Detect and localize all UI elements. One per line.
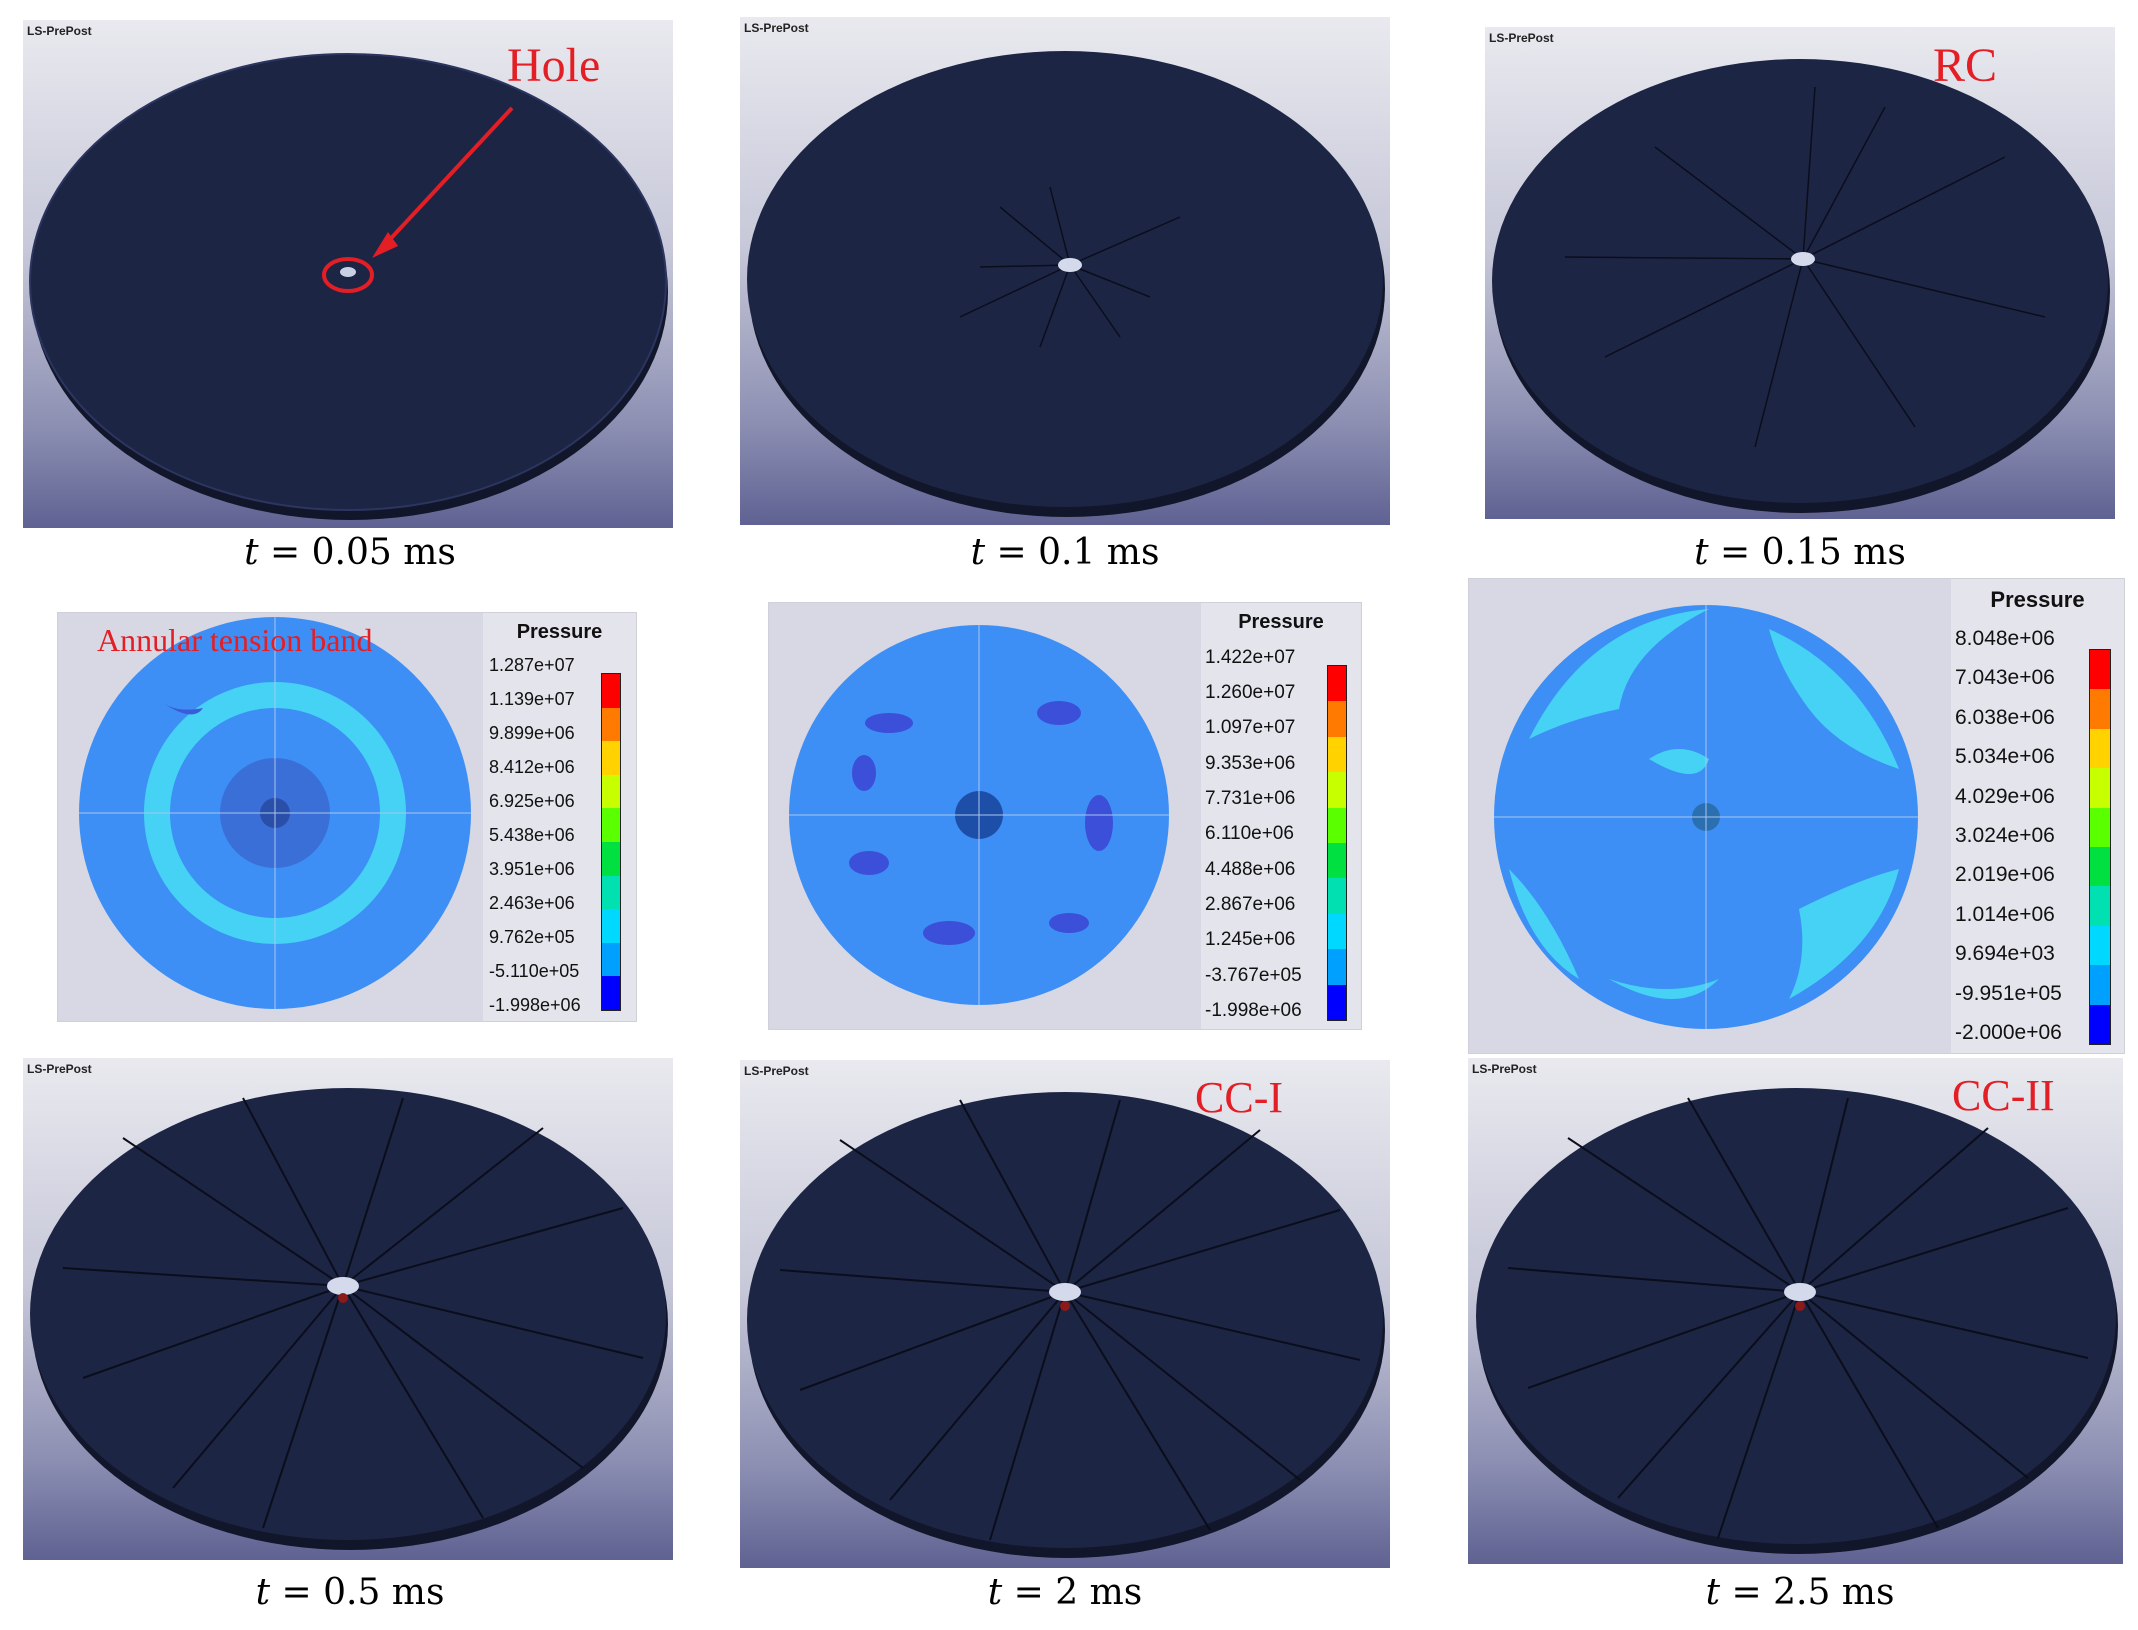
mesh-plate	[1492, 59, 2110, 513]
prepost-tag: LS-PrePost	[27, 1062, 92, 1076]
pressure-contour	[79, 617, 471, 1009]
color-bar	[2089, 649, 2111, 1045]
mesh-panel-t2: LS-PrePost	[740, 1060, 1390, 1568]
caption-t05: t = 0.5 ms	[255, 1572, 445, 1613]
annotation-annular-tension-band: Annular tension band	[97, 622, 373, 658]
caption-t01: t = 0.1 ms	[970, 532, 1160, 573]
mesh-panel-t05: LS-PrePost	[23, 1058, 673, 1560]
caption-t2: t = 2 ms	[987, 1572, 1143, 1613]
legend-title: Pressure	[1990, 587, 2085, 612]
mesh-plate	[29, 53, 668, 520]
pressure-panel-2: Pressure 1.422e+07 1.260e+07 1.097e+07 9…	[768, 602, 1362, 1030]
pressure-map	[769, 603, 1201, 1029]
legend-title: Pressure	[516, 621, 603, 643]
pressure-panel-3: Pressure 8.048e+06 7.043e+06 6.038e+06 5…	[1468, 578, 2125, 1054]
annotation-hole: Hole	[507, 39, 601, 92]
annotation-cc-ii: CC-II	[1952, 1071, 2055, 1120]
caption-t005: t = 0.05 ms	[244, 532, 456, 573]
mesh-panel-t01: LS-PrePost	[740, 17, 1390, 525]
prepost-tag: LS-PrePost	[1472, 1062, 1537, 1076]
mesh-panel-t25: LS-PrePost	[1468, 1058, 2123, 1564]
pressure-legend: Pressure 1.422e+07 1.260e+07 1.097e+07 9…	[1201, 603, 1361, 1029]
pressure-map	[58, 613, 483, 1021]
pressure-contour	[1494, 605, 1918, 1029]
annotation-rc: RC	[1933, 39, 1998, 92]
legend-title: Pressure	[1238, 611, 1324, 633]
annotation-cc-i: CC-I	[1195, 1073, 1283, 1122]
mesh-plate	[747, 1092, 1385, 1558]
pressure-contour	[789, 625, 1169, 1005]
mesh-panel-t005: LS-PrePost	[23, 20, 673, 528]
mesh-panel-t015: LS-PrePost	[1485, 27, 2115, 519]
color-bar	[1327, 665, 1347, 1021]
pressure-map	[1469, 579, 1951, 1053]
prepost-tag: LS-PrePost	[744, 21, 809, 35]
prepost-tag: LS-PrePost	[744, 1064, 809, 1078]
pressure-legend: Pressure 1.287e+07 1.139e+07 9.899e+06 8…	[483, 613, 636, 1021]
mesh-plate	[1476, 1088, 2118, 1554]
mesh-plate	[747, 51, 1385, 517]
prepost-tag: LS-PrePost	[27, 24, 92, 38]
caption-t25: t = 2.5 ms	[1705, 1572, 1895, 1613]
pressure-legend: Pressure 8.048e+06 7.043e+06 6.038e+06 5…	[1951, 579, 2124, 1053]
prepost-tag: LS-PrePost	[1489, 31, 1554, 45]
mesh-plate	[30, 1088, 668, 1550]
pressure-panel-1: Pressure 1.287e+07 1.139e+07 9.899e+06 8…	[57, 612, 637, 1022]
color-bar	[601, 673, 621, 1011]
caption-t015: t = 0.15 ms	[1694, 532, 1906, 573]
